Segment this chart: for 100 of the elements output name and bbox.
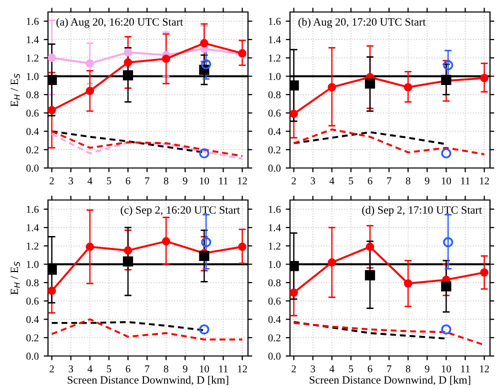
point: [328, 258, 336, 267]
y-tick-label: 0.2: [268, 146, 280, 154]
y-axis-title: E$_{H}$ / E$_{S}$: [10, 262, 20, 295]
point: [124, 58, 132, 67]
y-tick-label: 0.0: [268, 164, 281, 172]
point: [480, 74, 488, 82]
point: [290, 261, 299, 272]
chart-title: (c) Sep 2, 16:20 UTC Start: [120, 206, 240, 216]
y-tick-label: 0.6: [26, 298, 39, 305]
y-tick-label: 0.2: [26, 334, 38, 342]
x-tick-label: 3: [68, 365, 74, 372]
x-tick-label: 4: [330, 177, 334, 184]
y-tick-label: 0.6: [26, 110, 39, 117]
chart-title: (d) Sep 2, 17:10 UTC Start: [362, 206, 482, 216]
y-tick-label: 1.2: [268, 242, 280, 250]
x-tick-label: 7: [387, 365, 392, 372]
point: [48, 286, 56, 296]
x-tick-label: 9: [182, 365, 188, 372]
point: [48, 54, 56, 62]
point: [201, 237, 212, 248]
point: [328, 83, 336, 92]
point: [441, 281, 452, 292]
y-tick-label: 0.2: [268, 334, 280, 342]
point: [48, 264, 57, 275]
chart-title: (b) Aug 20, 17:20 UTC Start: [298, 18, 426, 28]
y-tick-label: 0.6: [268, 298, 281, 305]
x-axis-title: Screen Distance Downwind, D [km]: [68, 376, 228, 386]
point: [122, 256, 134, 267]
x-tick-label: 2: [50, 365, 54, 372]
x-tick-label: 12: [480, 177, 489, 184]
y-tick-label: 0.8: [26, 91, 39, 98]
x-tick-label: 2: [292, 365, 296, 372]
y-tick-label: 1.4: [26, 36, 39, 44]
point: [199, 250, 210, 262]
point: [443, 237, 454, 248]
y-tick-label: 1.6: [26, 206, 39, 213]
y-tick-label: 0.0: [26, 164, 39, 172]
x-tick-label: 2: [292, 177, 296, 184]
x-tick-label: 8: [164, 177, 168, 184]
y-tick-label: 1.2: [26, 242, 38, 250]
point: [404, 83, 412, 92]
x-tick-label: 5: [106, 365, 112, 372]
x-tick-label: 8: [406, 177, 410, 184]
chart-title: (a) Aug 20, 16:20 UTC Start: [56, 18, 184, 28]
point: [290, 110, 298, 118]
x-tick-label: 4: [330, 365, 334, 372]
point: [364, 270, 376, 280]
x-tick-label: 7: [145, 177, 150, 184]
x-tick-label: 8: [406, 365, 410, 372]
point: [200, 39, 208, 48]
x-tick-label: 9: [424, 365, 430, 372]
x-tick-label: 6: [368, 177, 372, 184]
x-tick-label: 9: [182, 177, 188, 184]
x-tick-label: 7: [387, 177, 392, 184]
y-tick-label: 0.8: [268, 91, 281, 98]
point: [124, 246, 132, 255]
point: [122, 70, 134, 80]
y-tick-label: 1.4: [268, 224, 281, 232]
point: [201, 59, 212, 70]
point: [290, 288, 298, 297]
point: [290, 80, 299, 90]
point: [404, 279, 412, 288]
point: [441, 324, 452, 334]
x-tick-label: 10: [442, 365, 451, 372]
y-tick-label: 0.6: [268, 110, 281, 117]
y-tick-label: 0.0: [26, 352, 39, 360]
x-tick-label: 4: [88, 177, 92, 184]
point: [238, 242, 246, 251]
y-tick-label: 1.2: [26, 54, 38, 62]
x-tick-label: 5: [348, 365, 354, 372]
point: [441, 148, 452, 158]
point: [366, 242, 374, 251]
x-tick-label: 9: [424, 177, 430, 184]
x-tick-label: 11: [461, 177, 470, 184]
x-tick-label: 2: [50, 177, 54, 184]
x-tick-label: 5: [348, 177, 354, 184]
y-tick-label: 0.8: [26, 279, 39, 286]
y-tick-label: 1.4: [26, 224, 39, 232]
point: [124, 48, 132, 57]
line-series: [50, 318, 244, 340]
x-tick-label: 10: [200, 177, 209, 184]
point: [86, 86, 94, 96]
x-tick-label: 6: [126, 365, 130, 372]
x-tick-label: 4: [88, 365, 92, 372]
y-tick-label: 1.0: [268, 72, 281, 80]
y-tick-label: 1.2: [268, 54, 280, 62]
point: [162, 54, 170, 63]
point: [480, 268, 488, 277]
y-tick-label: 0.4: [26, 316, 39, 324]
y-axis-title: E$_{H}$ / E$_{S}$: [10, 74, 20, 107]
y-tick-label: 0.0: [268, 352, 281, 360]
x-axis-title: Screen Distance Downwind, D [km]: [310, 376, 470, 386]
y-tick-label: 0.4: [26, 128, 39, 136]
point: [199, 324, 210, 334]
x-tick-label: 5: [106, 177, 112, 184]
y-tick-label: 1.6: [268, 18, 281, 25]
point: [199, 148, 210, 158]
x-tick-label: 10: [200, 365, 209, 372]
x-tick-label: 11: [461, 365, 470, 372]
line-series: [292, 321, 448, 340]
